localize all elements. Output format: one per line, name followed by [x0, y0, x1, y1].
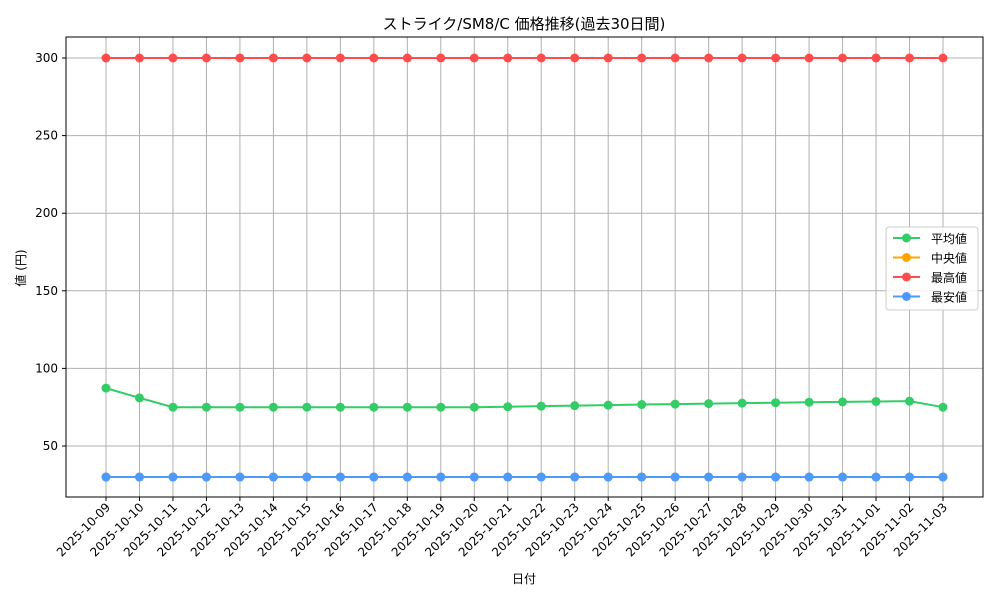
- data-series: [101, 53, 948, 482]
- grid-lines: [66, 37, 983, 497]
- legend-item: 最安値: [893, 290, 967, 305]
- series-最高値: [101, 53, 948, 63]
- y-tick-label: 300: [35, 51, 58, 65]
- svg-text:平均値: 平均値: [931, 231, 967, 246]
- y-axis-label: 値 (円): [13, 249, 28, 286]
- legend-item: 中央値: [893, 251, 967, 266]
- svg-text:最安値: 最安値: [931, 290, 967, 305]
- x-axis-label: 日付: [512, 572, 536, 586]
- series-最安値: [101, 472, 948, 482]
- series-平均値: [101, 383, 948, 412]
- legend-item: 平均値: [893, 231, 967, 246]
- y-tick-label: 250: [35, 129, 58, 143]
- y-tick-label: 200: [35, 206, 58, 220]
- legend-item: 最高値: [893, 270, 967, 285]
- svg-text:中央値: 中央値: [931, 251, 967, 266]
- y-tick-label: 50: [43, 439, 58, 453]
- plot-frame: [65, 36, 984, 498]
- chart-title: ストライク/SM8/C 価格推移(過去30日間): [383, 15, 666, 33]
- y-tick-label: 100: [35, 361, 58, 375]
- y-axis: 50 100 150 200 250 300: [35, 51, 66, 453]
- y-tick-label: 150: [35, 284, 58, 298]
- svg-text:最高値: 最高値: [931, 270, 967, 285]
- x-axis: 2025-10-092025-10-102025-10-112025-10-12…: [54, 497, 950, 559]
